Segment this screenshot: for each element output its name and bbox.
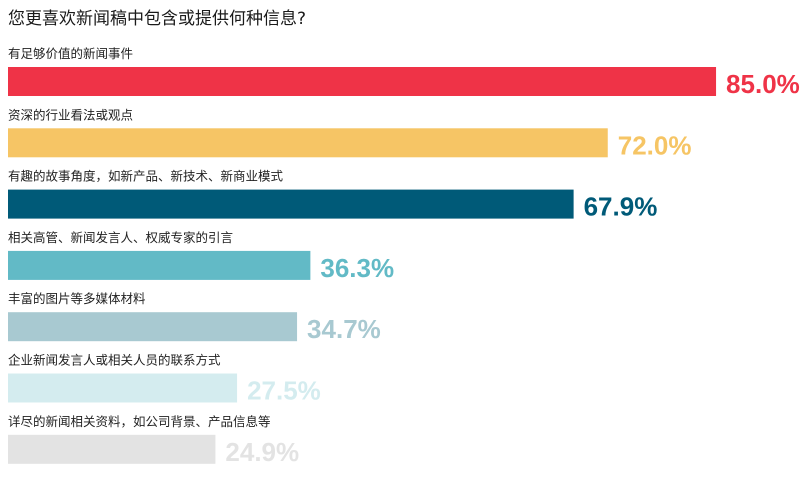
- bar: [8, 67, 717, 96]
- category-label: 企业新闻发言人或相关人员的联系方式: [8, 353, 221, 368]
- bar: [8, 250, 311, 280]
- bar: [8, 434, 216, 464]
- bar: [8, 312, 298, 342]
- value-label: 85.0%: [726, 69, 800, 99]
- value-label: 36.3%: [320, 253, 394, 283]
- value-label: 72.0%: [618, 130, 692, 160]
- chart-title: 您更喜欢新闻稿中包含或提供何种信息?: [8, 9, 307, 29]
- value-label: 27.5%: [247, 376, 321, 406]
- category-label: 资深的行业看法或观点: [8, 107, 133, 122]
- bar: [8, 189, 574, 219]
- value-label: 34.7%: [307, 314, 381, 344]
- category-label: 详尽的新闻相关资料，如公司背景、产品信息等: [8, 414, 271, 429]
- category-label: 丰富的图片等多媒体材料: [8, 291, 146, 306]
- value-label: 24.9%: [225, 437, 299, 467]
- bar: [8, 373, 238, 403]
- value-label: 67.9%: [584, 192, 658, 222]
- category-label: 有趣的故事角度，如新产品、新技术、新商业模式: [8, 169, 284, 184]
- bar: [8, 128, 608, 158]
- category-label: 相关高管、新闻发言人、权威专家的引言: [8, 230, 233, 245]
- category-label: 有足够价值的新闻事件: [8, 46, 133, 61]
